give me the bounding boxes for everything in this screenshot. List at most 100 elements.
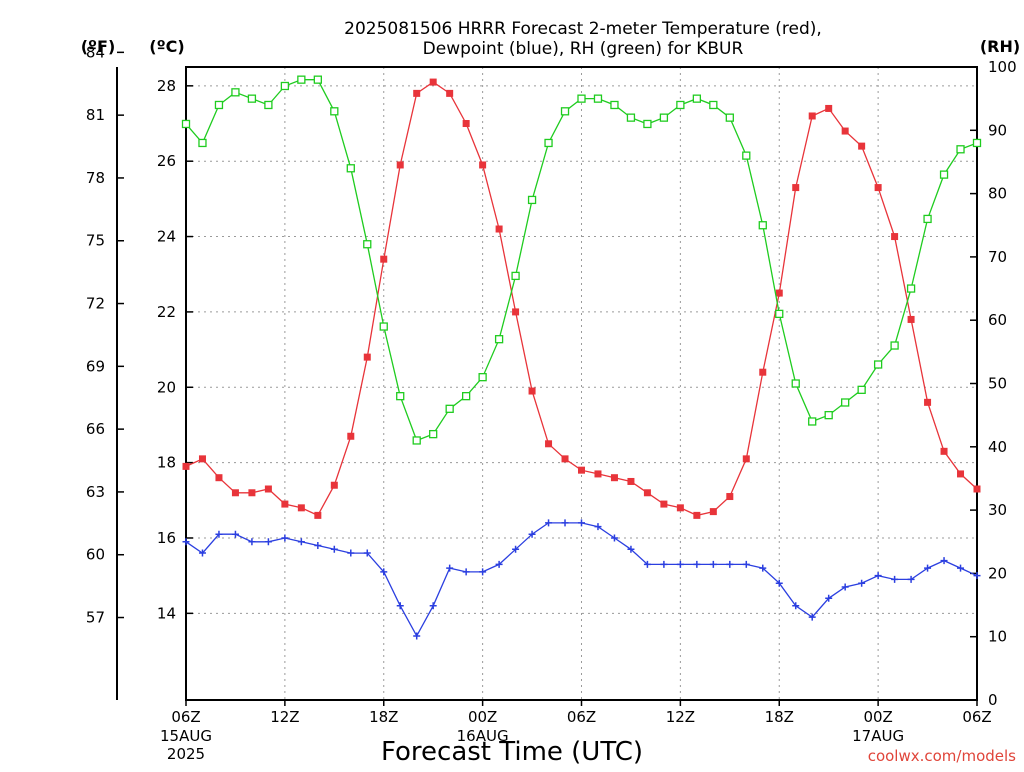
dewpoint-point [759,564,767,572]
dewpoint-point [660,560,668,568]
rh-point [808,417,817,426]
dewpoint-point [347,549,355,557]
dewpoint-point [561,519,569,527]
dewpoint-point [231,530,239,538]
temperature-point [957,470,965,478]
rh-point [264,100,273,110]
temperature-point [610,474,618,482]
dewpoint-point [462,568,470,576]
temperature-point [858,142,866,150]
x-tick-label: 12Z [270,708,299,726]
rh-point [659,113,669,122]
rh-point [494,335,504,344]
rh-point [445,404,454,413]
dewpoint-point [693,560,701,568]
rh-point [939,170,949,179]
dewpoint-point [792,602,800,610]
celsius-tick-label: 22 [157,303,176,321]
rh-point [181,119,191,129]
rh-point [725,113,734,122]
temperature-point [264,485,272,493]
plot-frame [185,66,978,701]
dewpoint-point [775,579,783,587]
x-axis-label: Forecast Time (UTC) [381,737,643,767]
celsius-tick-label: 26 [157,152,176,170]
temperature-point [545,440,553,448]
rh-point [231,88,240,97]
rh-point [379,322,388,331]
temperature-point [462,120,470,128]
temperature-point [297,504,305,512]
rh-point [527,195,537,205]
dewpoint-point [215,530,223,538]
temperature-point [198,455,206,463]
temperature-point [512,308,520,316]
temperature-point [594,470,602,478]
temperature-point [874,184,882,192]
temperature-point [380,255,388,263]
rh-tick-label: 0 [988,691,998,709]
x-tick-label: 06Z [567,708,596,726]
rh-point [297,75,306,84]
temperature-point [528,387,536,395]
temperature-point [347,432,355,440]
temperature-point [363,353,371,361]
temperature-point [561,455,569,463]
dewpoint-point [676,560,684,568]
temperature-point [643,489,651,497]
dewpoint-point [924,564,932,572]
dewpoint-point [281,534,289,542]
rh-tick-label: 50 [988,375,1007,393]
celsius-tick-label: 14 [157,604,176,622]
celsius-tick-label: 24 [157,228,176,246]
rh-point [676,100,685,110]
rh-point [890,341,899,350]
rh-point [313,75,322,84]
temperature-point [693,511,701,519]
x-date-label: 15AUG [160,727,212,745]
temperature-point [841,127,849,135]
rh-point [280,81,290,91]
temperature-point [775,289,783,297]
dewpoint-point [841,583,849,591]
temperature-point [792,184,800,192]
dewpoint-point [610,534,618,542]
dewpoint-point [808,613,816,621]
dewpoint-point [330,545,338,553]
rh-point [923,214,932,224]
dewpoint-point [182,538,190,546]
temperature-point [314,511,322,519]
temperature-point [825,104,833,112]
temperature-point [742,455,750,463]
rh-tick-label: 60 [988,311,1007,329]
rh-point [330,107,339,116]
rh-point [478,373,487,382]
dewpoint-point [578,519,585,527]
rh-point [841,398,850,407]
rh-tick-label: 30 [988,501,1007,519]
rh-point [412,436,421,445]
x-tick-label: 18Z [369,708,398,726]
chart-title-line-1: 2025081506 HRRR Forecast 2-meter Tempera… [344,19,822,39]
temperature-point [413,89,421,97]
temperature-point [495,225,503,233]
x-date-label: 16AUG [457,727,509,745]
rh-tick-label: 80 [988,185,1007,203]
temperature-point [231,489,239,497]
celsius-tick-label: 28 [157,77,176,95]
fahrenheit-tick-label: 75 [86,232,105,250]
x-tick-label: 00Z [863,708,892,726]
temperature-point [446,89,454,97]
temperature-point [808,112,816,120]
temperature-point [182,462,190,470]
dewpoint-point [627,545,635,553]
data-series [181,75,982,640]
dewpoint-point [363,549,371,557]
fahrenheit-tick-label: 78 [86,169,105,187]
tick-labels: 14 16 18 20 22 24 26 28 57 60 63 66 69 72 75 78 81 84 0 10 2… [86,43,1017,763]
x-date-label: 17AUG [852,727,904,745]
dewpoint-point [380,568,388,576]
celsius-tick-label: 18 [157,454,176,472]
rh-point [461,392,471,401]
